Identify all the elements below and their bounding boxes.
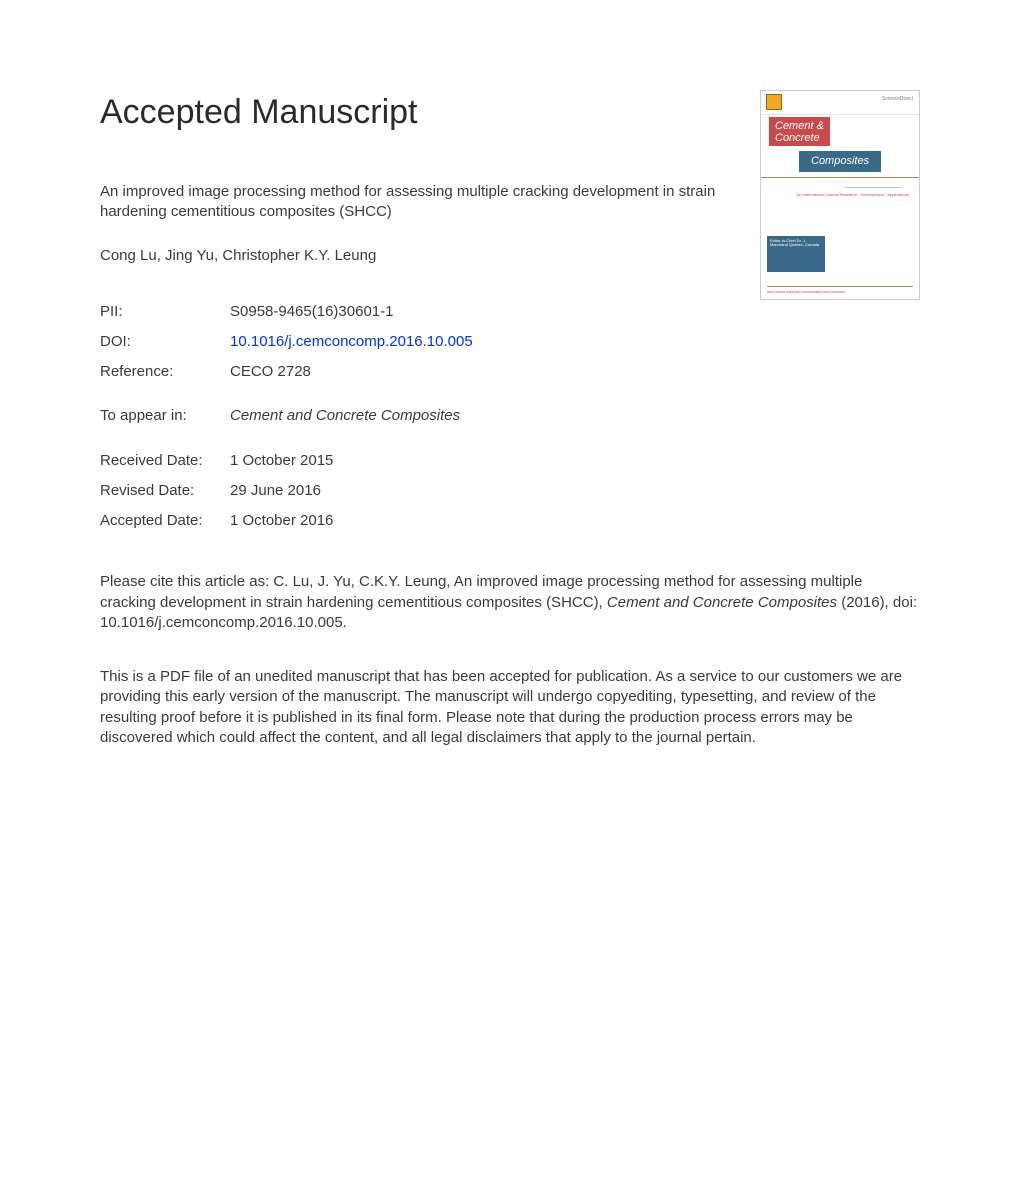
reference-value: CECO 2728 xyxy=(230,357,473,387)
cover-title-blue: Composites xyxy=(799,151,881,172)
received-label: Received Date: xyxy=(100,446,230,476)
revised-label: Revised Date: xyxy=(100,476,230,506)
citation-text: Please cite this article as: C. Lu, J. Y… xyxy=(100,572,920,633)
appear-label: To appear in: xyxy=(100,401,230,431)
doi-link[interactable]: 10.1016/j.cemconcomp.2016.10.005 xyxy=(230,333,473,350)
accepted-value: 1 October 2016 xyxy=(230,506,473,536)
cover-editor-box: Editor-in-Chief Dr. J. Marchand Québec, … xyxy=(767,236,825,272)
cover-title-line2: Concrete xyxy=(775,132,820,144)
accepted-label: Accepted Date: xyxy=(100,506,230,536)
doi-label: DOI: xyxy=(100,327,230,357)
cover-brand: ScienceDirect xyxy=(882,96,913,103)
cover-rule xyxy=(761,177,919,178)
cover-title-red: Cement & Concrete xyxy=(769,117,830,146)
pii-label: PII: xyxy=(100,297,230,327)
metadata-table: PII: S0958-9465(16)30601-1 DOI: 10.1016/… xyxy=(100,297,473,537)
publisher-logo-icon xyxy=(766,94,782,110)
revised-value: 29 June 2016 xyxy=(230,476,473,506)
appear-value: Cement and Concrete Composites xyxy=(230,401,473,431)
pii-value: S0958-9465(16)30601-1 xyxy=(230,297,473,327)
cover-title-line1: Cement & xyxy=(775,120,824,132)
disclaimer-text: This is a PDF file of an unedited manusc… xyxy=(100,667,920,748)
citation-journal: Cement and Concrete Composites xyxy=(607,594,837,611)
received-value: 1 October 2015 xyxy=(230,446,473,476)
journal-cover: ScienceDirect Cement & Concrete Composit… xyxy=(760,90,920,300)
cover-subrule xyxy=(845,187,901,188)
cover-footer: http://www.elsevier.com/locate/cemconcom… xyxy=(767,286,913,294)
article-title: An improved image processing method for … xyxy=(100,182,740,223)
reference-label: Reference: xyxy=(100,357,230,387)
cover-header: ScienceDirect xyxy=(761,91,919,115)
cover-subtitle: An International Journal Research · Deve… xyxy=(796,193,909,197)
